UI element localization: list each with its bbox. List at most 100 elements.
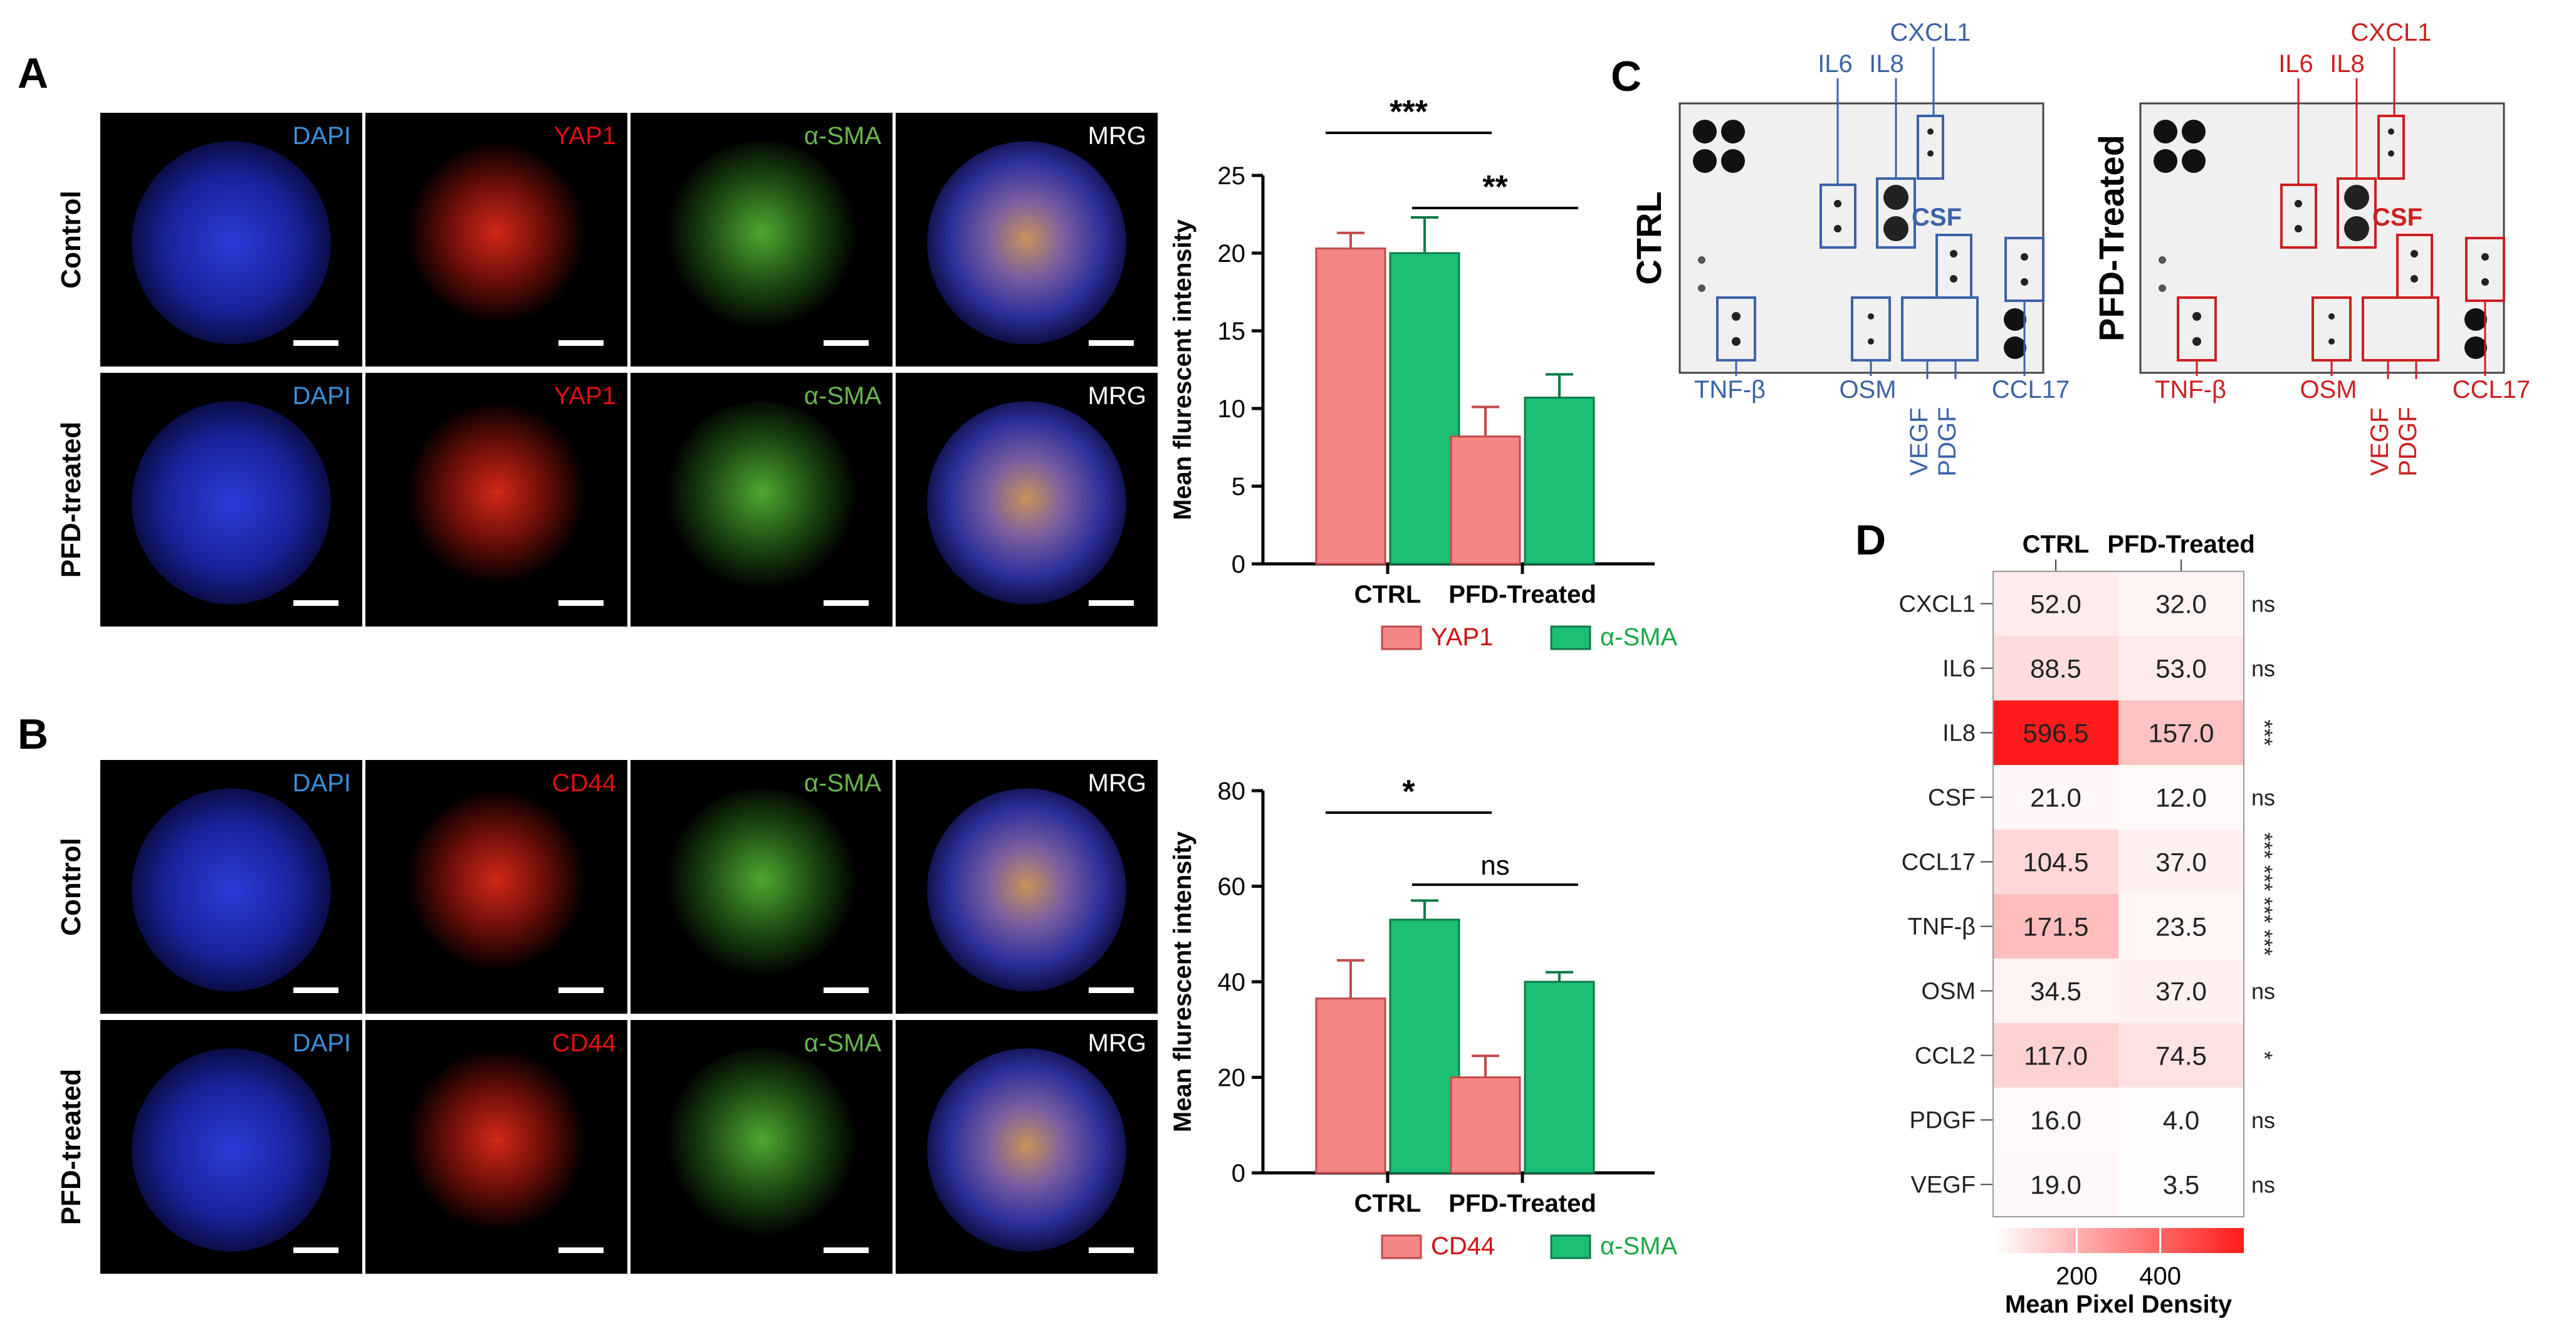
x-tick-label: CTRL: [1354, 581, 1422, 608]
heatmap-d: CTRL PFD-Treated CXCL1 52.0 32.0 ns IL6 88.5 53.…: [1899, 531, 2278, 1318]
micrograph-cell: [927, 788, 1126, 992]
scale-bar: [293, 600, 338, 606]
heatmap-cell: [2118, 700, 2244, 765]
reference-spot: [2464, 308, 2487, 331]
heatmap-sig: ***: [2251, 719, 2277, 746]
channel-label: MRG: [1088, 122, 1146, 150]
heatmap-row-label: PDGF: [1909, 1108, 1976, 1134]
array-label: CCL17: [1992, 376, 2070, 403]
scale-bar: [558, 1247, 604, 1253]
reference-spot: [2154, 149, 2177, 173]
micrograph-cell: [662, 1048, 861, 1252]
reference-spot: [2154, 120, 2177, 143]
channel-label: CD44: [552, 769, 616, 797]
heatmap-row-label: CCL2: [1915, 1043, 1976, 1069]
panel-label-c: C: [1611, 53, 1641, 100]
colorbar: [1993, 1228, 2244, 1253]
micrograph-cell: [927, 1048, 1126, 1252]
heatmap-sig: *** ***: [2251, 832, 2277, 891]
micrograph-cell: [662, 141, 861, 345]
reference-spot: [1693, 149, 1717, 173]
heatmap-cell: [2118, 571, 2244, 636]
reference-spot: [1721, 120, 1745, 143]
spot-box: [2362, 296, 2439, 362]
array-spot: [1868, 338, 1874, 345]
heatmap-value: 104.5: [2023, 848, 2088, 877]
array-label: IL8: [1869, 50, 1904, 78]
array-spot: [2344, 185, 2369, 210]
array-label: IL6: [2278, 50, 2313, 78]
heatmap-value: 88.5: [2030, 654, 2081, 684]
array-spot: [1834, 200, 1841, 207]
heatmap-sig: ns: [2251, 1172, 2275, 1198]
heatmap-sig: ns: [2251, 656, 2275, 682]
channel-label: DAPI: [293, 122, 351, 150]
array-label: IL8: [2330, 50, 2365, 78]
reference-spot: [2004, 308, 2026, 331]
panel-label-a: A: [18, 49, 48, 97]
channel-label: α-SMA: [804, 769, 881, 797]
heatmap-row-label: TNF-β: [1908, 914, 1976, 940]
reference-spot: [2182, 120, 2206, 143]
heatmap-cell: [1993, 636, 2118, 700]
array-spot: [1732, 312, 1741, 321]
channel-label: α-SMA: [804, 1029, 881, 1057]
heatmap-value: 16.0: [2030, 1106, 2081, 1135]
heatmap-cell: [2118, 894, 2244, 959]
channel-label: YAP1: [554, 382, 616, 410]
micrograph-cell: [397, 141, 596, 345]
heatmap-cell: [2118, 1023, 2244, 1088]
heatmap-value: 23.5: [2155, 912, 2207, 942]
scale-bar: [824, 340, 869, 346]
array-spot: [2344, 216, 2369, 241]
bar-YAP1-CTRL: [1315, 247, 1386, 565]
heatmap-border: [1992, 571, 2244, 1217]
array-label: TNF-β: [2155, 376, 2226, 403]
heatmap-sig: *: [2251, 1051, 2277, 1059]
channel-label: DAPI: [293, 382, 351, 410]
heatmap-value: 32.0: [2155, 590, 2207, 619]
legend-label: YAP1: [1431, 623, 1493, 651]
scale-bar: [824, 987, 869, 993]
y-tick-label: 25: [1218, 162, 1246, 190]
array-label: CCL17: [2453, 376, 2531, 403]
channel-label: MRG: [1088, 382, 1146, 410]
array-spot: [2388, 128, 2394, 135]
scale-bar: [1089, 1247, 1134, 1253]
x-tick-label: CTRL: [1354, 1190, 1422, 1217]
heatmap-value: 52.0: [2030, 590, 2081, 619]
heatmap-value: 171.5: [2023, 912, 2088, 942]
array-label: CXCL1: [2351, 19, 2432, 46]
heatmap-cell: [1993, 830, 2118, 894]
blot-membrane: [2139, 102, 2505, 374]
heatmap-value: 19.0: [2030, 1170, 2081, 1200]
panel-label-d: D: [1855, 516, 1886, 564]
heatmap-row-label: CXCL1: [1899, 591, 1976, 618]
heatmap-value: 3.5: [2163, 1170, 2199, 1200]
array-spot: [2021, 278, 2028, 286]
scale-bar: [293, 1247, 338, 1253]
array-label: IL6: [1818, 50, 1853, 78]
array-label: TNF-β: [1694, 376, 1766, 403]
heatmap-value: 117.0: [2024, 1041, 2088, 1071]
array-spot: [1950, 275, 1957, 283]
scale-bar: [824, 600, 869, 606]
y-tick-label: 15: [1218, 318, 1246, 345]
heatmap-col-label: PFD-Treated: [2107, 531, 2255, 558]
heatmap-row-label: IL8: [1942, 721, 1976, 747]
y-tick-label: 80: [1218, 778, 1246, 805]
x-tick-label: PFD-Treated: [1448, 581, 1596, 608]
legend-label: α-SMA: [1600, 1232, 1677, 1260]
micrograph-cell: [132, 1048, 331, 1252]
row-label: Control: [56, 190, 86, 288]
heatmap-value: 53.0: [2155, 654, 2207, 684]
channel-label: CD44: [552, 1029, 616, 1057]
scale-bar: [1089, 340, 1134, 346]
heatmap-row-label: IL6: [1942, 656, 1976, 682]
channel-label: α-SMA: [804, 122, 881, 150]
small-spot: [1698, 256, 1705, 264]
array-spot: [2411, 275, 2418, 283]
array-label: VEGF: [2366, 408, 2394, 476]
blot-row-label: PFD-Treated: [2092, 135, 2131, 341]
